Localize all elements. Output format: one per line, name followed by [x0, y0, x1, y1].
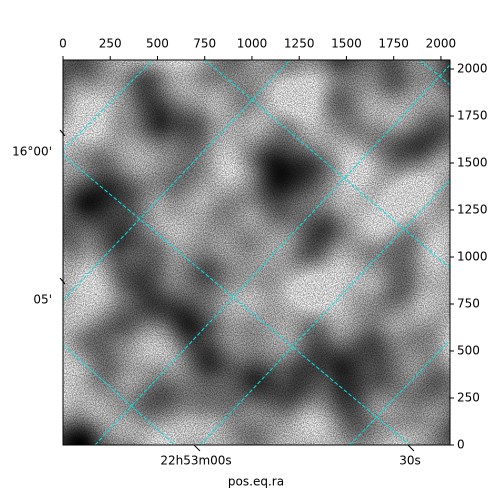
- y-tick-label: 1750: [457, 109, 488, 123]
- y-tick-label: 250: [457, 391, 480, 405]
- x-tick-label: 750: [193, 37, 216, 51]
- x-tick-label: 0: [59, 37, 67, 51]
- x-tick-label: 1000: [237, 37, 268, 51]
- x-tick-label: 500: [146, 37, 169, 51]
- x-tick-label: 1750: [378, 37, 409, 51]
- sky-image: [63, 60, 450, 445]
- y-tick-label: 1250: [457, 203, 488, 217]
- y-tick-label: 750: [457, 297, 480, 311]
- x-tick-label: 1500: [331, 37, 362, 51]
- coord-grid: [63, 60, 450, 445]
- y-tick-label: 500: [457, 344, 480, 358]
- dec-tick-label: 16°00': [12, 145, 52, 159]
- dec-tick-label: 05': [33, 293, 52, 307]
- x-tick-label: 1250: [284, 37, 315, 51]
- frame: [62, 59, 451, 446]
- x-tick-label: 2000: [426, 37, 457, 51]
- y-tick-label: 1000: [457, 250, 488, 264]
- dec-tick: [59, 277, 66, 285]
- ra-tick-label: 30s: [399, 454, 421, 468]
- y-tick-label: 0: [457, 438, 465, 452]
- x-tick-label: 250: [99, 37, 122, 51]
- x-label: pos.eq.ra: [228, 475, 284, 489]
- ra-tick: [193, 444, 201, 452]
- dec-tick: [59, 129, 66, 137]
- y-tick-label: 1500: [457, 156, 488, 170]
- ra-tick: [407, 444, 415, 452]
- y-tick-label: 2000: [457, 62, 488, 76]
- ra-tick-label: 22h53m00s: [160, 454, 231, 468]
